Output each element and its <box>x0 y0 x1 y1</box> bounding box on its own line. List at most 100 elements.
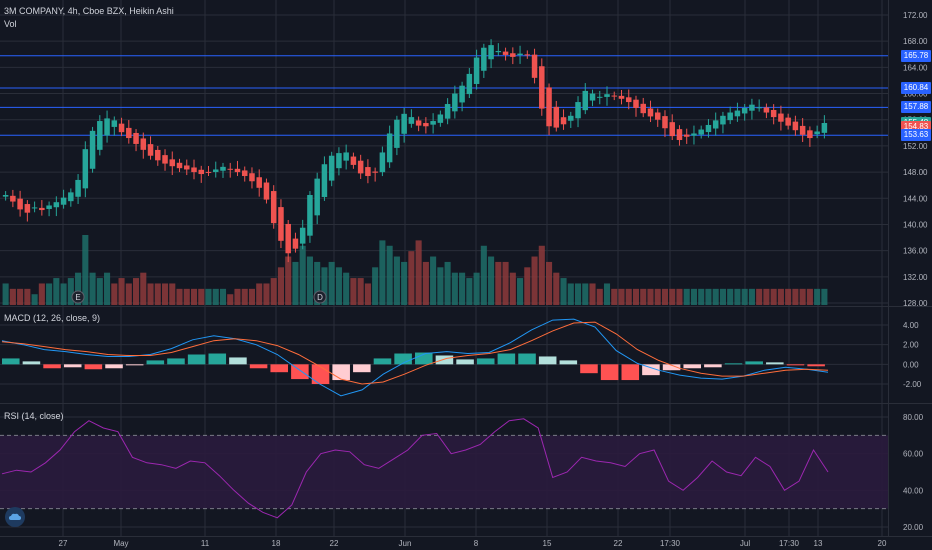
candle-body <box>10 195 16 202</box>
candle-body <box>575 102 581 119</box>
candle-body <box>785 117 791 126</box>
macd-histogram-bar <box>270 364 289 373</box>
candle-body <box>430 121 436 125</box>
volume-bar <box>38 283 45 305</box>
volume-bar <box>647 288 654 305</box>
volume-bar <box>502 261 509 305</box>
price-tick-label: 136.00 <box>903 247 928 256</box>
candle-body <box>394 119 400 148</box>
volume-bar <box>799 288 806 305</box>
candle-body <box>539 66 545 109</box>
candle-body <box>553 106 560 128</box>
volume-bar <box>401 261 408 305</box>
candle-body <box>53 202 60 208</box>
volume-bar <box>154 283 161 305</box>
candle-body <box>191 167 197 173</box>
candle-body <box>133 132 139 144</box>
volume-bar <box>632 288 640 305</box>
candle-body <box>676 129 683 141</box>
price-tick-label: 168.00 <box>903 37 928 46</box>
price-tag: 160.84 <box>901 82 931 95</box>
candle-body <box>2 195 9 197</box>
volume-bar <box>611 288 618 305</box>
macd-histogram-bar <box>187 354 206 365</box>
signal-line <box>1 321 829 385</box>
volume-bar <box>104 272 111 305</box>
candle-body <box>155 149 161 161</box>
macd-tick-label: 2.00 <box>903 341 919 350</box>
candle-body <box>401 113 407 134</box>
candle-body <box>821 123 828 133</box>
volume-bar <box>393 256 400 305</box>
price-tick-label: 148.00 <box>903 168 928 177</box>
x-tick-label: 8 <box>474 539 479 548</box>
candle-body <box>205 171 212 173</box>
candle-body <box>531 54 538 78</box>
candle-body <box>792 121 799 131</box>
volume-bar <box>372 267 379 305</box>
dividend-marker-label: D <box>317 293 323 302</box>
volume-bar <box>379 240 386 305</box>
candle-body <box>488 45 494 60</box>
volume-bar <box>538 245 545 305</box>
candle-body <box>560 117 567 125</box>
volume-bar <box>415 240 422 305</box>
volume-bar <box>67 278 74 305</box>
candle-body <box>698 129 704 135</box>
volume-bar <box>582 283 589 305</box>
volume-bar <box>53 278 60 305</box>
candle-body <box>647 108 654 117</box>
volume-bar <box>111 283 118 305</box>
rsi-tick-label: 60.00 <box>903 450 924 459</box>
macd-histogram-bar <box>125 364 144 366</box>
candle-body <box>227 168 233 170</box>
volume-bar <box>9 288 16 305</box>
price-tick-label: 140.00 <box>903 220 928 229</box>
candle-body <box>654 112 661 120</box>
candle-body <box>386 133 393 163</box>
volume-bar <box>777 288 784 305</box>
volume-bar <box>517 278 524 305</box>
volume-bar <box>430 256 437 305</box>
candle-body <box>604 94 610 97</box>
macd-histogram-bar <box>167 358 185 365</box>
volume-bar <box>488 256 495 305</box>
volume-bar <box>560 278 567 305</box>
volume-bar <box>785 288 792 305</box>
macd-histogram-bar <box>105 364 123 369</box>
candle-body <box>618 95 625 99</box>
candle-body <box>763 107 770 113</box>
rsi-tick-label: 40.00 <box>903 486 924 495</box>
volume-bar <box>589 283 596 305</box>
price-tick-label: 144.00 <box>903 194 928 203</box>
candle-body <box>263 182 270 200</box>
volume-bar <box>531 256 538 305</box>
candle-body <box>452 93 458 112</box>
rsi-legend: RSI (14, close) <box>4 411 64 421</box>
volume-bar <box>198 288 205 305</box>
volume-bar <box>661 288 669 305</box>
x-tick-label: 13 <box>814 539 823 548</box>
volume-bar <box>444 261 451 305</box>
volume-bar <box>509 272 516 305</box>
candle-body <box>814 131 820 135</box>
price-tick-label: 132.00 <box>903 273 928 282</box>
price-tag: 153.63 <box>901 129 931 142</box>
volume-bar <box>46 283 53 305</box>
candle-body <box>683 134 690 137</box>
candle-body <box>17 198 23 210</box>
candle-body <box>466 73 473 95</box>
tradingview-logo-icon[interactable] <box>5 507 25 527</box>
volume-bar <box>350 278 357 305</box>
candle-body <box>314 178 320 216</box>
volume-bar <box>821 288 828 305</box>
volume-bar <box>792 288 799 305</box>
volume-bar <box>473 272 480 305</box>
x-tick-label: Jul <box>740 539 750 548</box>
candle-body <box>807 130 813 139</box>
candle-body <box>437 114 444 123</box>
candle-body <box>727 112 733 121</box>
candle-body <box>140 138 147 150</box>
rsi-line <box>1 418 829 519</box>
